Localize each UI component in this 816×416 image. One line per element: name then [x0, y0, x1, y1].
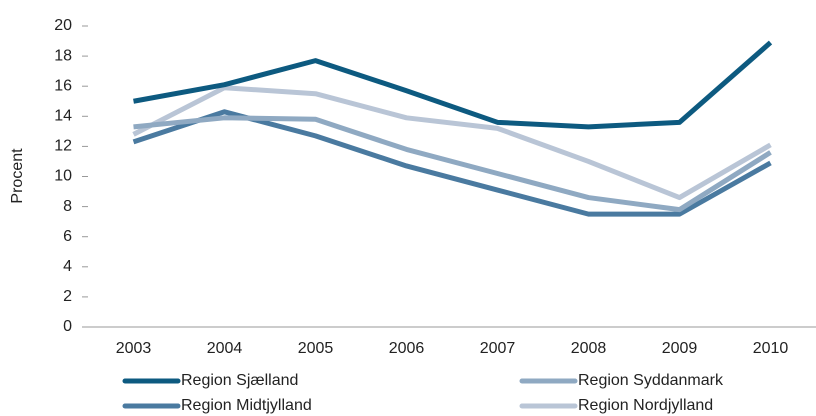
x-tick-label: 2004	[207, 340, 243, 357]
y-tick-label: 18	[54, 47, 72, 64]
y-tick-label: 8	[63, 198, 72, 215]
x-tick-label: 2007	[480, 340, 516, 357]
legend-label: Region Midtjylland	[181, 397, 312, 414]
y-tick-label: 16	[54, 77, 72, 94]
y-tick-label: 20	[54, 17, 72, 34]
legend-label: Region Syddanmark	[578, 372, 724, 389]
x-tick-label: 2006	[389, 340, 425, 357]
y-axis-label: Procent	[9, 148, 26, 204]
y-tick-label: 14	[54, 108, 72, 125]
x-tick-label: 2005	[298, 340, 334, 357]
series-line	[133, 115, 772, 213]
legend-label: Region Nordjylland	[578, 397, 713, 414]
y-tick-label: 2	[63, 288, 72, 305]
y-tick-label: 6	[63, 228, 72, 245]
x-tick-label: 2009	[662, 340, 698, 357]
x-tick-label: 2003	[116, 340, 152, 357]
series-line	[132, 85, 772, 201]
x-tick-label: 2010	[753, 340, 789, 357]
y-tick-label: 0	[63, 318, 72, 335]
series-line	[133, 40, 773, 130]
y-tick-label: 10	[54, 168, 72, 185]
legend-label: Region Sjælland	[181, 372, 298, 389]
y-tick-label: 4	[63, 258, 72, 275]
y-tick-label: 12	[54, 138, 72, 155]
x-tick-label: 2008	[571, 340, 607, 357]
